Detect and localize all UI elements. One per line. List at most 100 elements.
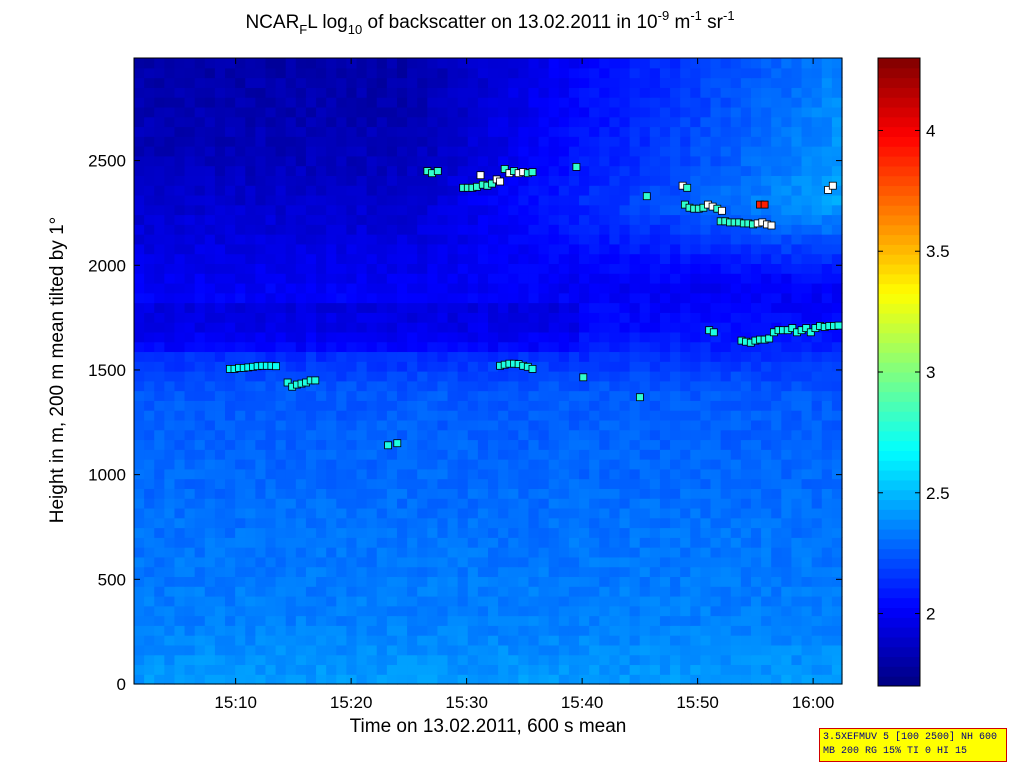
heatmap-cell [488,126,499,137]
heatmap-cell [275,595,287,607]
heatmap-cell [457,674,469,685]
heatmap-cell [295,586,307,597]
heatmap-cell [568,468,580,480]
heatmap-cell [366,488,378,499]
heatmap-cell [235,97,246,108]
heatmap-cell [346,263,358,274]
heatmap-cell [427,556,439,568]
heatmap-cell [680,312,691,323]
heatmap-cell [295,204,307,216]
heatmap-cell [811,586,823,597]
heatmap-cell [467,224,479,235]
heatmap-cell [700,400,712,411]
heatmap-cell [164,615,176,626]
heatmap-cell [326,586,337,597]
heatmap-cell [599,194,610,206]
heatmap-cell [376,449,388,460]
heatmap-cell [619,155,631,167]
heatmap-cell [245,341,256,353]
heatmap-cell [488,361,499,372]
heatmap-cell [386,67,398,79]
heatmap-cell [285,243,297,255]
heatmap-cell [670,77,681,88]
heatmap-cell [730,419,742,431]
heatmap-cell [255,273,267,284]
heatmap-cell [417,488,428,499]
heatmap-cell [396,136,408,147]
heatmap-cell [214,58,226,69]
heatmap-cell [255,292,267,304]
heatmap-cell [235,556,246,568]
heatmap-cell [609,674,621,685]
heatmap-cell [255,468,267,480]
heatmap-cell [670,243,681,255]
heatmap-cell [508,449,519,460]
heatmap-cell [558,674,570,685]
heatmap-cell [518,341,530,353]
heatmap-cell [629,507,641,519]
heatmap-cell [528,527,540,538]
heatmap-cell [720,67,732,79]
heatmap-cell [154,615,165,626]
heatmap-cell [791,175,803,186]
heatmap-cell [831,243,843,255]
heatmap-cell [134,556,145,568]
heatmap-cell [275,322,287,333]
heatmap-cell [204,302,216,313]
heatmap-cell [396,595,408,607]
heatmap-cell [690,371,701,382]
heatmap-cell [386,351,398,362]
heatmap-cell [285,224,297,235]
heatmap-cell [508,312,519,323]
heatmap-cell [781,547,793,558]
heatmap-cell [457,507,469,519]
heatmap-cell [407,380,418,392]
heatmap-cell [427,635,439,646]
heatmap-cell [821,605,833,617]
heatmap-cell [629,106,641,118]
heatmap-cell [558,380,570,392]
heatmap-cell [396,537,408,548]
heatmap-cell [467,175,479,186]
heatmap-cell [376,351,388,362]
heatmap-cell [498,146,509,157]
heatmap-cell [376,253,388,265]
heatmap-cell [396,586,408,597]
heatmap-cell [326,478,337,489]
heatmap-cell [427,136,439,147]
heatmap-cell [750,253,762,265]
heatmap-cell [336,175,347,186]
heatmap-cell [508,586,519,597]
heatmap-cell [275,106,287,118]
heatmap-cell [255,224,267,235]
heatmap-cell [548,390,560,401]
heatmap-cell [811,664,823,675]
heatmap-cell [508,566,519,578]
heatmap-cell [801,429,813,441]
heatmap-cell [305,615,317,626]
heatmap-cell [558,312,570,323]
heatmap-cell [235,654,246,666]
heatmap-cell [255,194,267,206]
heatmap-cell [781,429,793,441]
heatmap-cell [295,654,307,666]
heatmap-cell [437,595,449,607]
heatmap-cell [417,517,428,529]
heatmap-cell [548,449,560,460]
heatmap-cell [609,380,621,392]
heatmap-cell [528,106,540,118]
heatmap-cell [639,292,651,304]
heatmap-cell [700,517,712,529]
heatmap-cell [649,556,661,568]
heatmap-cell [811,155,823,167]
heatmap-cell [366,234,378,245]
colorbar-segment [878,107,920,118]
heatmap-cell [579,576,590,587]
heatmap-cell [710,214,722,225]
heatmap-cell [164,605,176,617]
heatmap-cell [548,136,560,147]
heatmap-cell [427,97,439,108]
heatmap-cell [740,282,752,294]
heatmap-cell [356,566,368,578]
heatmap-cell [336,380,347,392]
